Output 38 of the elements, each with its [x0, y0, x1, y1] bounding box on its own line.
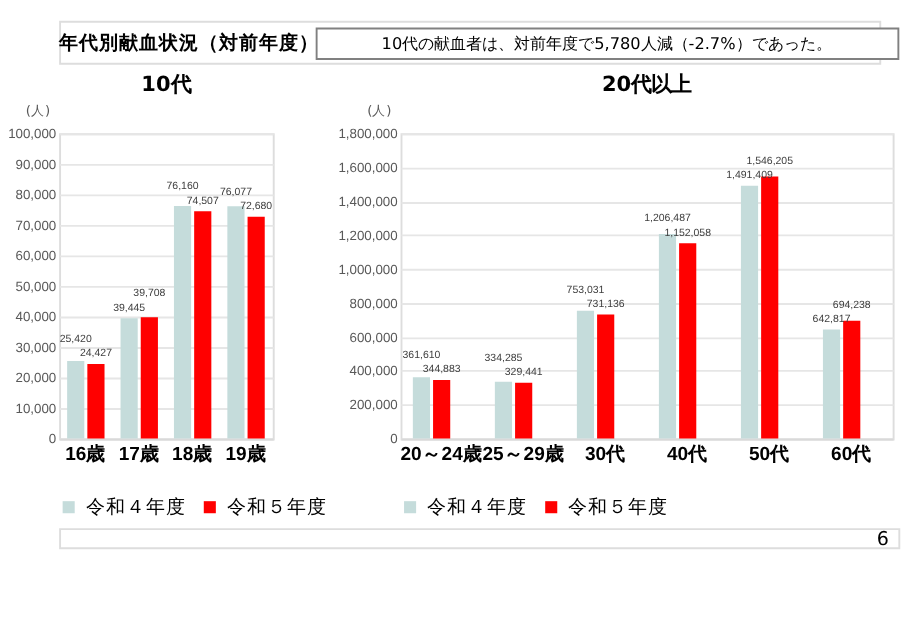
- x-tick-label: 20～24歳: [400, 442, 483, 467]
- bar: [843, 320, 861, 439]
- bar: [194, 211, 212, 439]
- legend-label: 令和５年度: [226, 494, 327, 519]
- x-tick-label: 40代: [667, 442, 709, 467]
- bar: [494, 381, 513, 439]
- x-tick-label: 19歳: [225, 442, 267, 467]
- bar: [412, 377, 431, 439]
- bar: [515, 382, 533, 439]
- x-tick-label: 16歳: [65, 442, 107, 467]
- legend-label: 令和５年度: [568, 494, 669, 519]
- chart-title: 10代: [141, 73, 191, 98]
- text: 年代別献血状況（対前年度）: [57, 31, 320, 56]
- chart-title: 20代以上: [602, 73, 692, 98]
- x-tick-label: 17歳: [118, 442, 160, 467]
- legend-label: 令和４年度: [85, 494, 186, 519]
- text: 6: [876, 529, 889, 552]
- x-tick-label: 60代: [831, 442, 873, 467]
- bar: [597, 314, 615, 439]
- bar: [87, 364, 105, 439]
- bar: [576, 310, 595, 439]
- x-tick-label: 50代: [749, 442, 791, 467]
- bar: [120, 318, 138, 439]
- bar: [67, 360, 85, 439]
- x-tick-label: 25～29歳: [482, 442, 565, 467]
- bar: [227, 206, 245, 439]
- bar: [140, 317, 158, 439]
- bar: [247, 216, 265, 439]
- bar: [173, 206, 192, 439]
- bar: [679, 243, 697, 439]
- text: 令和４年度: [427, 494, 528, 519]
- bar: [433, 380, 451, 439]
- bar: [740, 185, 759, 439]
- bar: [822, 329, 841, 439]
- bar: [761, 176, 779, 439]
- x-tick-label: 30代: [585, 442, 627, 467]
- text: 10代の献血者は、対前年度で5,780人減（-2.7%）であった。: [381, 33, 832, 54]
- x-tick-label: 18歳: [172, 442, 214, 467]
